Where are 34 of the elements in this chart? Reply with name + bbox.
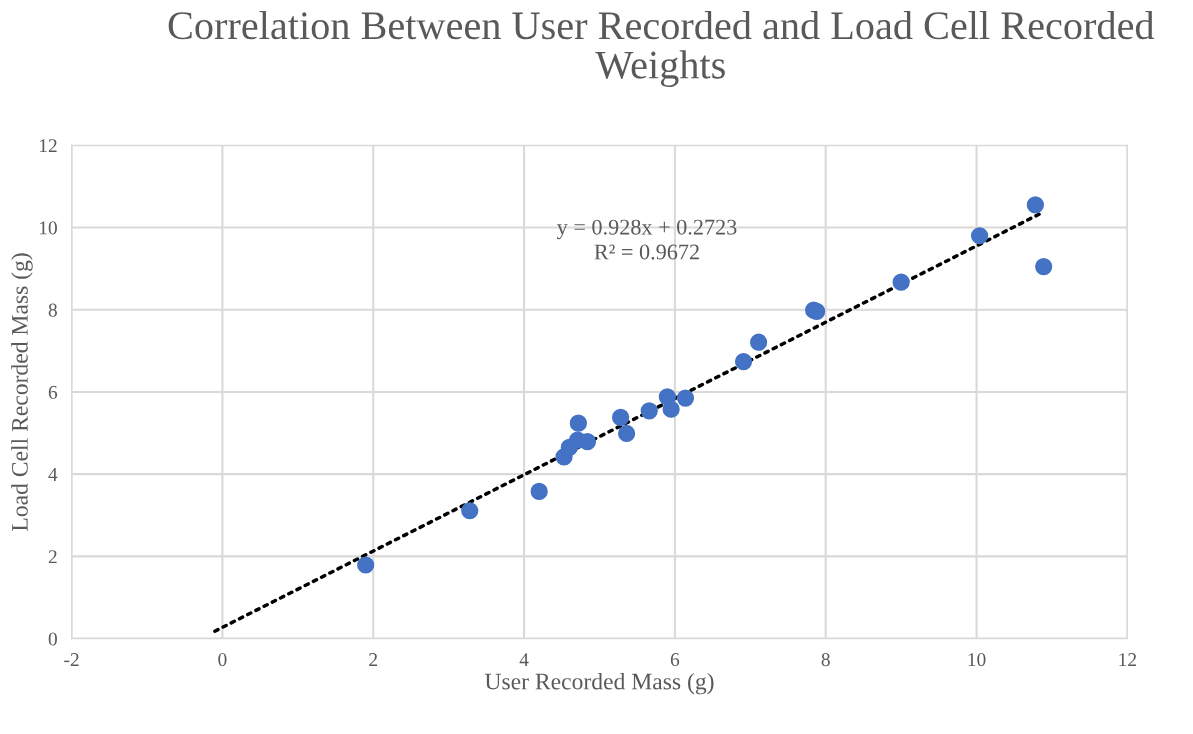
x-tick-label: 4 [519, 653, 529, 666]
point [662, 400, 680, 418]
point [530, 482, 548, 501]
point [892, 273, 910, 291]
x-tick-label: 10 [968, 653, 986, 667]
annotation: y = 0.928x + 0.2723 R² = 0.9672 [556, 219, 737, 260]
y-tick-label: 2 [48, 550, 57, 564]
point [1035, 257, 1053, 276]
point [970, 227, 989, 245]
point [1026, 196, 1044, 214]
y-axis-title: Load Cell Recorded Mass (g) [11, 253, 33, 531]
x-tick-label: 12 [1119, 653, 1137, 666]
x-axis-title: User Recorded Mass (g) [484, 672, 714, 695]
chart-title: Correlation Between User Recorded and Load Cell Recorded Weights [168, 11, 1155, 87]
y-tick-label: 12 [39, 139, 57, 153]
x-tick-label: -2 [64, 653, 79, 666]
point [357, 556, 375, 574]
y-tick-label: 10 [39, 221, 57, 235]
x-tick-label: 6 [670, 653, 680, 667]
y-tick-label: 4 [48, 468, 58, 481]
point [749, 333, 768, 351]
point [734, 352, 753, 371]
point [618, 424, 636, 443]
point [640, 402, 658, 420]
point [461, 502, 479, 520]
x-tick-label: 0 [218, 653, 227, 667]
y-tick-label: 8 [48, 303, 57, 317]
y-tick-label: 0 [48, 632, 57, 646]
point [676, 389, 695, 407]
x-tick-label: 2 [369, 653, 378, 666]
point [569, 414, 587, 432]
x-tick-label: 8 [821, 653, 830, 667]
point [611, 408, 630, 427]
y-tick-label: 6 [48, 385, 58, 399]
